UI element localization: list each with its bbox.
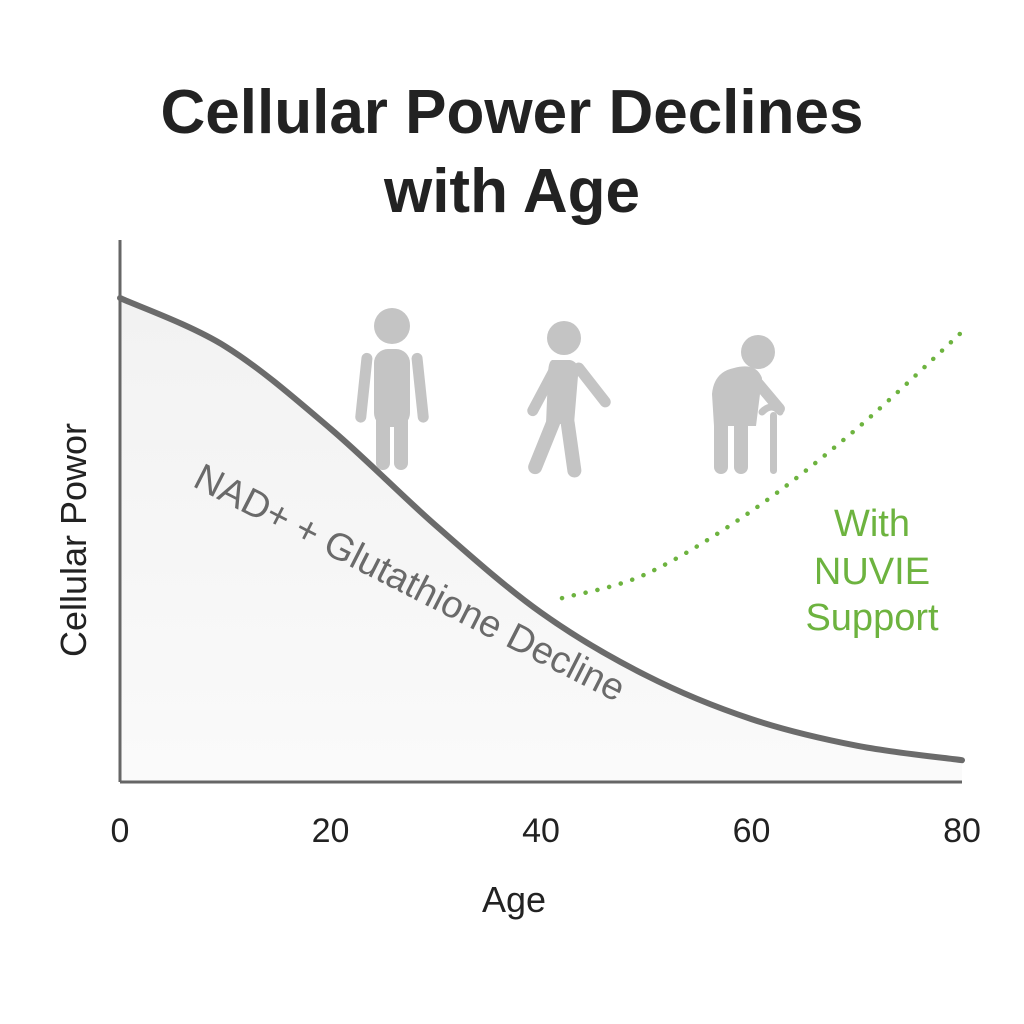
chart-title-line-2: with Age [383, 157, 640, 226]
nuvie-support-annotation-line-1: With [834, 503, 910, 545]
chart-title-line-1: Cellular Power Declines [161, 78, 864, 147]
y-axis-label: Cellular Powor [53, 423, 94, 657]
x-tick-label: 60 [733, 812, 771, 850]
nuvie-support-annotation-line-3: Support [805, 597, 939, 639]
x-tick-label: 20 [312, 812, 350, 850]
decline-series-line [117, 295, 965, 764]
decline-area-fill [120, 298, 962, 782]
elderly-with-cane-figure-icon [712, 335, 785, 474]
x-axis-label: Age [482, 879, 546, 920]
x-tick-label: 40 [522, 812, 560, 850]
adult-standing-figure-icon [355, 308, 429, 470]
walking-figure-icon [527, 321, 611, 478]
nuvie-support-annotation-line-2: NUVIE [814, 551, 930, 593]
x-tick-labels: 0 20 40 60 80 [111, 812, 981, 850]
x-tick-label: 0 [111, 812, 130, 850]
x-tick-label: 80 [943, 812, 981, 850]
